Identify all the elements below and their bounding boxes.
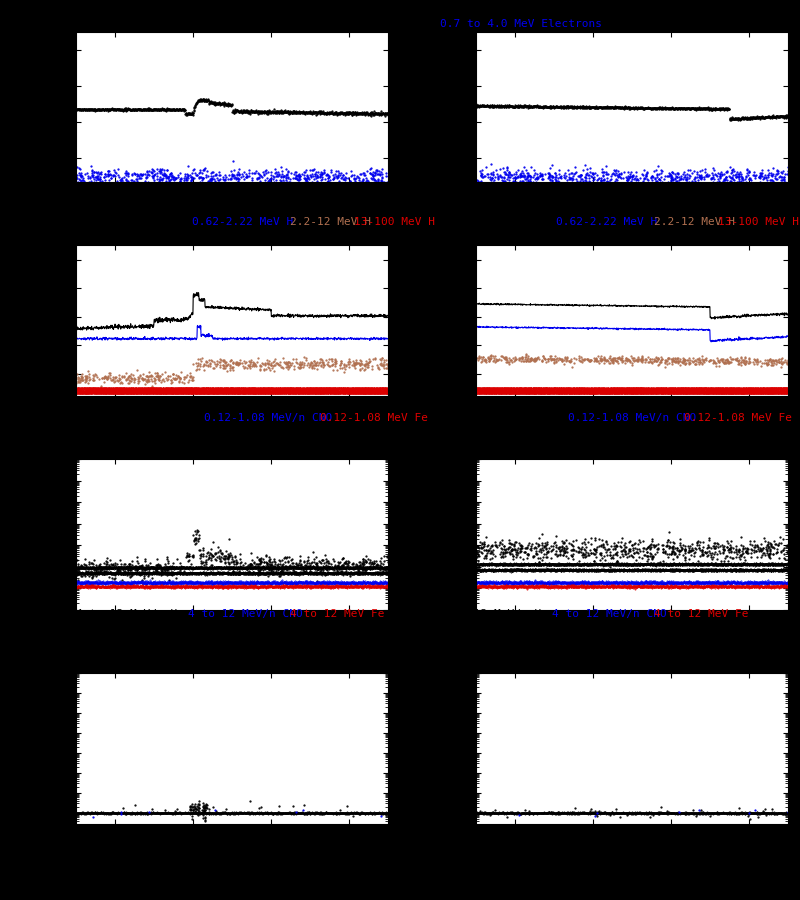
Text: 0.62-2.22 MeV H: 0.62-2.22 MeV H xyxy=(192,217,294,227)
Text: 0.62-2.22 MeV H: 0.62-2.22 MeV H xyxy=(556,217,658,227)
Text: 0.14-0.62 MeV H: 0.14-0.62 MeV H xyxy=(76,217,178,227)
Y-axis label: 1/(cm² s sr MeV): 1/(cm² s sr MeV) xyxy=(430,64,440,149)
Text: 0.14-0.62 MeV H: 0.14-0.62 MeV H xyxy=(440,217,542,227)
Text: 4 to 12 MeV/n CNO: 4 to 12 MeV/n CNO xyxy=(552,609,666,619)
Text: 0.12-1.08 MeV/n He: 0.12-1.08 MeV/n He xyxy=(76,413,198,423)
Text: Start: 22-Dec-2012 00:00 UTC: Start: 22-Dec-2012 00:00 UTC xyxy=(306,868,494,878)
Text: 0.12-1.08 MeV/n CNO: 0.12-1.08 MeV/n CNO xyxy=(204,413,332,423)
Text: 4 to 12 MeV/n CNO: 4 to 12 MeV/n CNO xyxy=(188,609,302,619)
Text: 4 to 12 MeV Fe: 4 to 12 MeV Fe xyxy=(654,609,749,619)
X-axis label: STEREO Ahead: STEREO Ahead xyxy=(590,844,674,854)
Text: 0.7 to 4.0 MeV Electrons: 0.7 to 4.0 MeV Electrons xyxy=(440,19,602,29)
Y-axis label: 1/(cm² s sr MeV/nuc.): 1/(cm² s sr MeV/nuc.) xyxy=(430,696,440,800)
Text: 4 to 12 MeV/n He: 4 to 12 MeV/n He xyxy=(76,609,184,619)
Y-axis label: 1/(cm² s sr MeV): 1/(cm² s sr MeV) xyxy=(430,278,440,364)
Text: 13-100 MeV H: 13-100 MeV H xyxy=(354,217,435,227)
Y-axis label: 1/(cm² s sr MeV): 1/(cm² s sr MeV) xyxy=(30,278,40,364)
Text: 4 to 12 MeV Fe: 4 to 12 MeV Fe xyxy=(290,609,385,619)
Text: 4 to 12 MeV/n He: 4 to 12 MeV/n He xyxy=(440,609,548,619)
Text: 2.2-12 MeV H: 2.2-12 MeV H xyxy=(290,217,371,227)
Text: 0.12-1.08 MeV/n CNO: 0.12-1.08 MeV/n CNO xyxy=(568,413,696,423)
Text: 0.12-1.08 MeV/n He: 0.12-1.08 MeV/n He xyxy=(440,413,562,423)
Text: 0.12-1.08 MeV Fe: 0.12-1.08 MeV Fe xyxy=(320,413,428,423)
Text: 2.2-12 MeV H: 2.2-12 MeV H xyxy=(654,217,735,227)
Y-axis label: 1/(cm² s sr MeV): 1/(cm² s sr MeV) xyxy=(30,64,40,149)
X-axis label: STEREO Behind: STEREO Behind xyxy=(189,844,275,854)
Y-axis label: 1/(cm² s sr MeV/nuc.): 1/(cm² s sr MeV/nuc.) xyxy=(430,482,440,587)
Text: 13-100 MeV H: 13-100 MeV H xyxy=(718,217,799,227)
Text: 0.035 to 0.065 MeV Electrons: 0.035 to 0.065 MeV Electrons xyxy=(76,19,265,29)
Y-axis label: 1/(cm² s sr MeV/nuc.): 1/(cm² s sr MeV/nuc.) xyxy=(30,482,40,587)
Text: 0.12-1.08 MeV Fe: 0.12-1.08 MeV Fe xyxy=(684,413,792,423)
Y-axis label: 1/(cm² s sr MeV/nuc.): 1/(cm² s sr MeV/nuc.) xyxy=(30,696,40,800)
